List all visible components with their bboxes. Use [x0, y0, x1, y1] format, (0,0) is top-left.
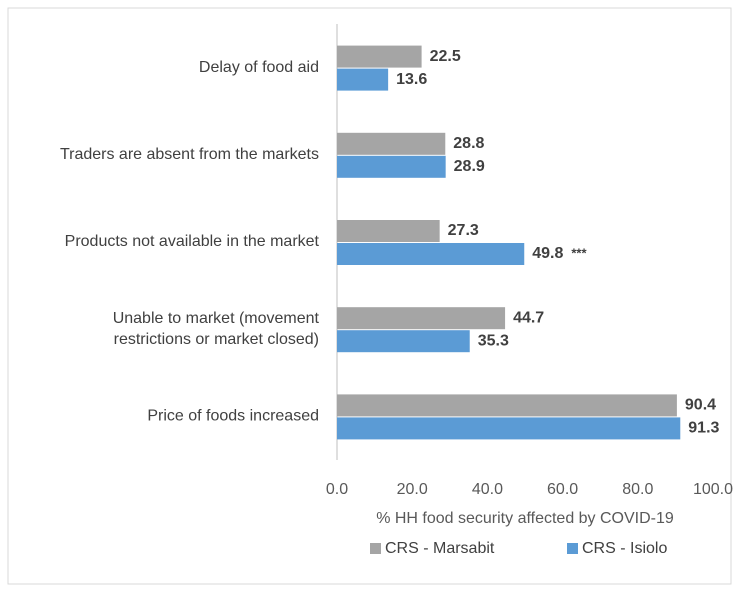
bar	[337, 220, 440, 242]
x-tick-label: 20.0	[397, 481, 428, 498]
data-label: 28.8	[453, 135, 484, 152]
bar	[337, 330, 470, 353]
data-label: 13.6	[396, 71, 427, 88]
data-label: 28.9	[454, 158, 485, 175]
y-tick-label: Price of foods increased	[147, 408, 319, 425]
data-label: 90.4	[685, 397, 716, 414]
y-tick-label: Delay of food aid	[199, 59, 319, 76]
y-tick-label: Products not available in the market	[65, 233, 320, 250]
bar	[337, 394, 677, 417]
x-tick-label: 60.0	[547, 481, 578, 498]
bar	[337, 307, 506, 330]
data-label: 22.5	[430, 48, 461, 65]
data-label: 44.7	[513, 309, 544, 326]
legend-swatch	[567, 543, 578, 554]
bar	[337, 45, 422, 68]
x-axis-title: % HH food security affected by COVID-19	[376, 510, 674, 527]
data-label: 91.3	[688, 420, 719, 437]
x-tick-label: 100.0	[693, 481, 733, 498]
x-tick-label: 80.0	[622, 481, 653, 498]
data-label: 49.8	[532, 245, 563, 262]
legend-swatch	[370, 543, 381, 554]
bar	[337, 155, 446, 178]
legend-label: CRS - Isiolo	[582, 540, 667, 557]
bar	[337, 68, 389, 91]
chart-frame	[7, 7, 732, 585]
bar	[337, 417, 681, 440]
annotation: ***	[571, 245, 587, 260]
data-label: 35.3	[478, 332, 509, 349]
data-label: 27.3	[448, 222, 479, 239]
bar	[337, 243, 525, 265]
legend-label: CRS - Marsabit	[385, 540, 495, 557]
y-tick-label: Unable to market (movement	[113, 310, 320, 327]
y-tick-label: restrictions or market closed)	[114, 331, 319, 348]
bar	[337, 132, 446, 155]
x-tick-label: 40.0	[472, 481, 503, 498]
y-tick-label: Traders are absent from the markets	[60, 146, 319, 163]
x-tick-label: 0.0	[326, 481, 348, 498]
